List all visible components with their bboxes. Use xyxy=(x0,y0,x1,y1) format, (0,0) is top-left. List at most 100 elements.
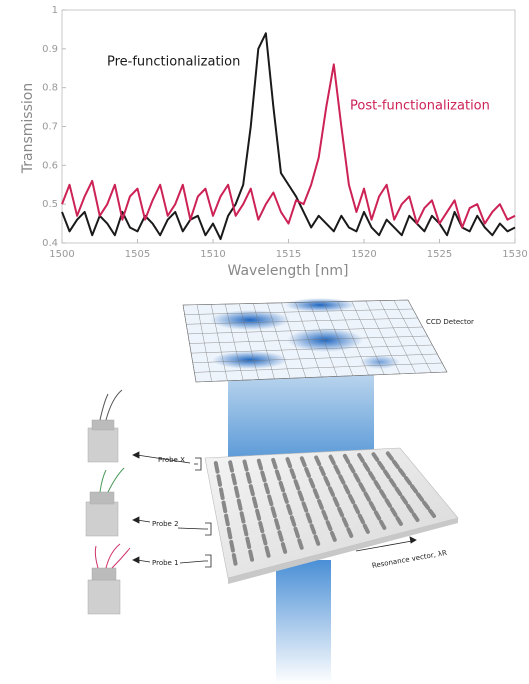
detector-grid xyxy=(186,317,418,325)
resonator xyxy=(357,513,365,525)
resonator xyxy=(264,545,271,558)
ccd-detector xyxy=(182,298,448,383)
resonators xyxy=(213,451,437,566)
y-tick-label: 0.5 xyxy=(42,199,58,210)
resonator xyxy=(348,463,356,474)
series-label: Pre-functionalization xyxy=(107,55,240,70)
x-tick-label: 1505 xyxy=(125,249,150,260)
resonator xyxy=(242,523,249,537)
resonator xyxy=(267,494,274,507)
resonator xyxy=(422,500,430,510)
resonator xyxy=(323,475,331,487)
resonator xyxy=(297,490,305,502)
resonator xyxy=(325,520,333,532)
detector-grid xyxy=(189,335,428,344)
resonator xyxy=(373,480,382,490)
resonator xyxy=(221,500,228,514)
light-beam xyxy=(276,560,331,684)
detector-grid xyxy=(194,362,443,373)
probes xyxy=(85,419,121,615)
resonator xyxy=(236,498,243,511)
resonator xyxy=(428,508,437,519)
resonator xyxy=(304,466,311,478)
x-tick-label: 1510 xyxy=(200,249,225,260)
resonator xyxy=(216,474,223,487)
resonator xyxy=(314,455,322,467)
resonator xyxy=(274,469,282,481)
resonator xyxy=(358,482,366,493)
resonator xyxy=(327,486,335,497)
resonator xyxy=(231,473,237,486)
resonator xyxy=(226,526,233,540)
resonator xyxy=(317,498,324,510)
resonator xyxy=(231,553,238,566)
resonator xyxy=(286,503,293,516)
resonator xyxy=(391,459,400,469)
y-axis-label: Transmission xyxy=(20,83,36,174)
resonator xyxy=(245,471,252,484)
resonator xyxy=(397,467,406,478)
resonator xyxy=(329,530,337,542)
y-tick-label: 1 xyxy=(52,5,58,16)
resonator xyxy=(263,482,270,495)
resonator xyxy=(388,478,397,488)
resonator xyxy=(362,523,370,534)
resonator xyxy=(289,468,297,480)
resonator xyxy=(297,538,304,550)
resonator xyxy=(282,492,289,504)
resonator xyxy=(353,472,361,483)
probe-label: Probe 1 xyxy=(152,559,179,567)
resonator xyxy=(403,475,412,486)
x-tick-label: 1515 xyxy=(276,249,301,260)
resonator xyxy=(389,507,398,517)
resonator xyxy=(278,480,286,493)
resonator xyxy=(410,484,418,494)
resonator xyxy=(213,461,220,474)
resonator xyxy=(411,512,420,522)
resonator xyxy=(332,496,340,508)
resonator xyxy=(261,533,268,546)
resonator xyxy=(368,471,376,481)
resonator xyxy=(321,509,329,521)
resonator xyxy=(363,491,371,502)
detector-grid xyxy=(184,308,413,315)
resonator xyxy=(301,501,309,513)
resonator xyxy=(248,484,255,497)
y-tick-label: 0.7 xyxy=(42,122,58,133)
resonator xyxy=(299,456,307,468)
series-line xyxy=(61,63,516,229)
resonator xyxy=(333,464,341,475)
x-tick-label: 1525 xyxy=(427,249,452,260)
resonator xyxy=(274,518,281,530)
resonator xyxy=(368,500,377,512)
resonator xyxy=(343,484,351,495)
resonator xyxy=(416,492,424,502)
resonator xyxy=(228,460,235,473)
resonator xyxy=(379,519,387,530)
resonator xyxy=(285,457,293,469)
resonator xyxy=(313,534,321,546)
resonator xyxy=(309,523,317,535)
x-tick-label: 1500 xyxy=(49,249,74,260)
y-tick-label: 0.9 xyxy=(42,44,58,55)
resonator xyxy=(233,485,240,499)
chip-edge xyxy=(228,518,458,584)
y-tick-label: 0.4 xyxy=(42,238,58,249)
resonator xyxy=(242,459,249,472)
resonator xyxy=(337,506,345,518)
probe-label: Probe X xyxy=(158,456,185,464)
resonator xyxy=(385,451,394,461)
resonator xyxy=(371,452,380,462)
resonator xyxy=(352,503,361,515)
resonance-label: Resonance vector, λR xyxy=(371,549,447,570)
detector-grid xyxy=(182,299,409,306)
y-tick-label: 0.6 xyxy=(42,160,58,171)
resonator xyxy=(248,549,255,562)
resonator xyxy=(245,536,252,549)
detector-grid xyxy=(195,371,448,383)
resonator xyxy=(341,516,349,528)
resonator xyxy=(293,526,300,539)
plot-frame xyxy=(61,9,516,244)
resonator xyxy=(293,479,301,491)
